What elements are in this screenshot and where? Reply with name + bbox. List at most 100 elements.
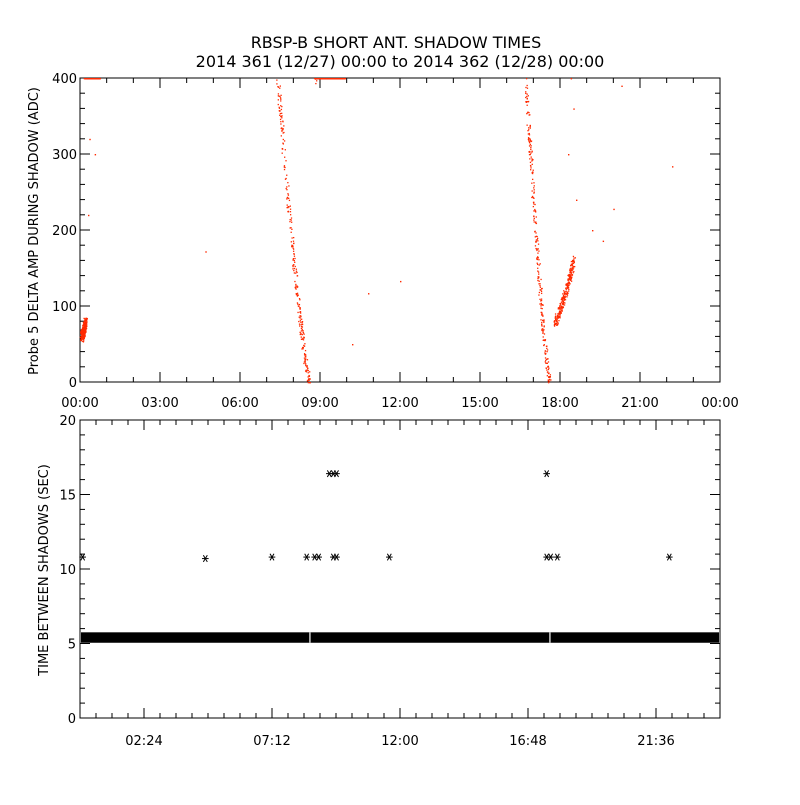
bottom-point [386,553,393,561]
top-point [572,260,575,262]
top-point [287,181,289,184]
top-point [307,376,309,378]
top-point [528,145,531,147]
top-point [546,347,548,350]
top-point [571,274,574,276]
top-point [85,78,88,80]
top-point [340,78,342,80]
top-point [547,366,550,368]
top-point [282,138,284,141]
top-point [568,282,570,285]
top-point [528,132,530,135]
top-point [547,382,550,384]
top-point [81,333,83,336]
top-point [548,380,551,382]
top-point [285,187,287,190]
bottom-plot-frame [79,419,721,719]
top-point [277,103,279,106]
top-point [567,281,570,283]
top-point [536,258,538,260]
top-point [298,305,300,308]
top-point [573,259,575,261]
top-point [554,322,556,324]
top-point [293,253,295,255]
top-point [82,338,84,340]
top-point [85,317,87,319]
top-point [301,328,303,331]
bottom-point [333,553,340,561]
top-point [286,198,288,200]
top-point [294,261,296,263]
top-point [538,291,541,294]
top-point [286,174,288,176]
top-point [299,299,301,301]
top-point [559,316,561,318]
top-point [534,245,537,247]
top-point [83,325,86,327]
top-point [548,375,550,378]
top-point [81,340,84,342]
top-point [277,86,280,88]
top-point [543,325,545,327]
top-point [536,258,539,261]
top-point [535,232,537,234]
top-point [288,206,290,208]
top-point [540,298,543,300]
top-point [320,78,322,80]
top-point [342,78,345,80]
top-point [570,268,572,271]
top-point [280,94,282,96]
top-point [525,101,527,103]
top-point [287,211,289,213]
top-point [303,354,306,356]
top-point [570,269,573,272]
top-point [569,283,571,285]
top-x-tick-label: 21:00 [621,396,658,411]
top-point [317,78,320,80]
top-point [298,298,301,300]
top-point [561,310,563,312]
top-point [533,189,535,191]
top-point [292,247,294,249]
top-point [279,112,282,115]
top-point [301,322,303,324]
top-point [307,380,309,382]
top-point [538,273,540,275]
top-point [278,95,280,97]
top-point [530,148,532,151]
top-point [537,237,539,240]
top-point [284,166,286,169]
top-point [540,307,542,309]
top-point [558,311,561,313]
top-point [563,296,565,298]
top-point [538,277,540,279]
bottom-point [333,470,340,478]
top-y-tick-label: 0 [69,376,77,391]
top-point [299,317,301,319]
top-x-tick-label: 09:00 [301,396,338,411]
top-point [540,305,542,307]
top-point [562,297,564,299]
top-point [529,150,531,153]
top-point [531,160,533,162]
top-point [280,135,282,137]
top-point [568,281,571,284]
top-point [570,273,572,275]
top-point [333,78,335,80]
top-point [526,104,528,106]
top-point [534,222,537,224]
top-point [560,312,562,314]
top-point [532,158,534,161]
top-point [533,197,535,199]
top-point [281,105,283,108]
top-point [542,339,544,342]
top-point [301,323,304,326]
bottom-axis-ticks [80,419,720,719]
top-point [548,372,550,374]
top-point [536,239,538,241]
top-point [537,276,539,278]
top-point [286,189,288,191]
top-point [555,315,557,317]
top-point [545,362,547,364]
bottom-baseline-band [81,632,719,643]
